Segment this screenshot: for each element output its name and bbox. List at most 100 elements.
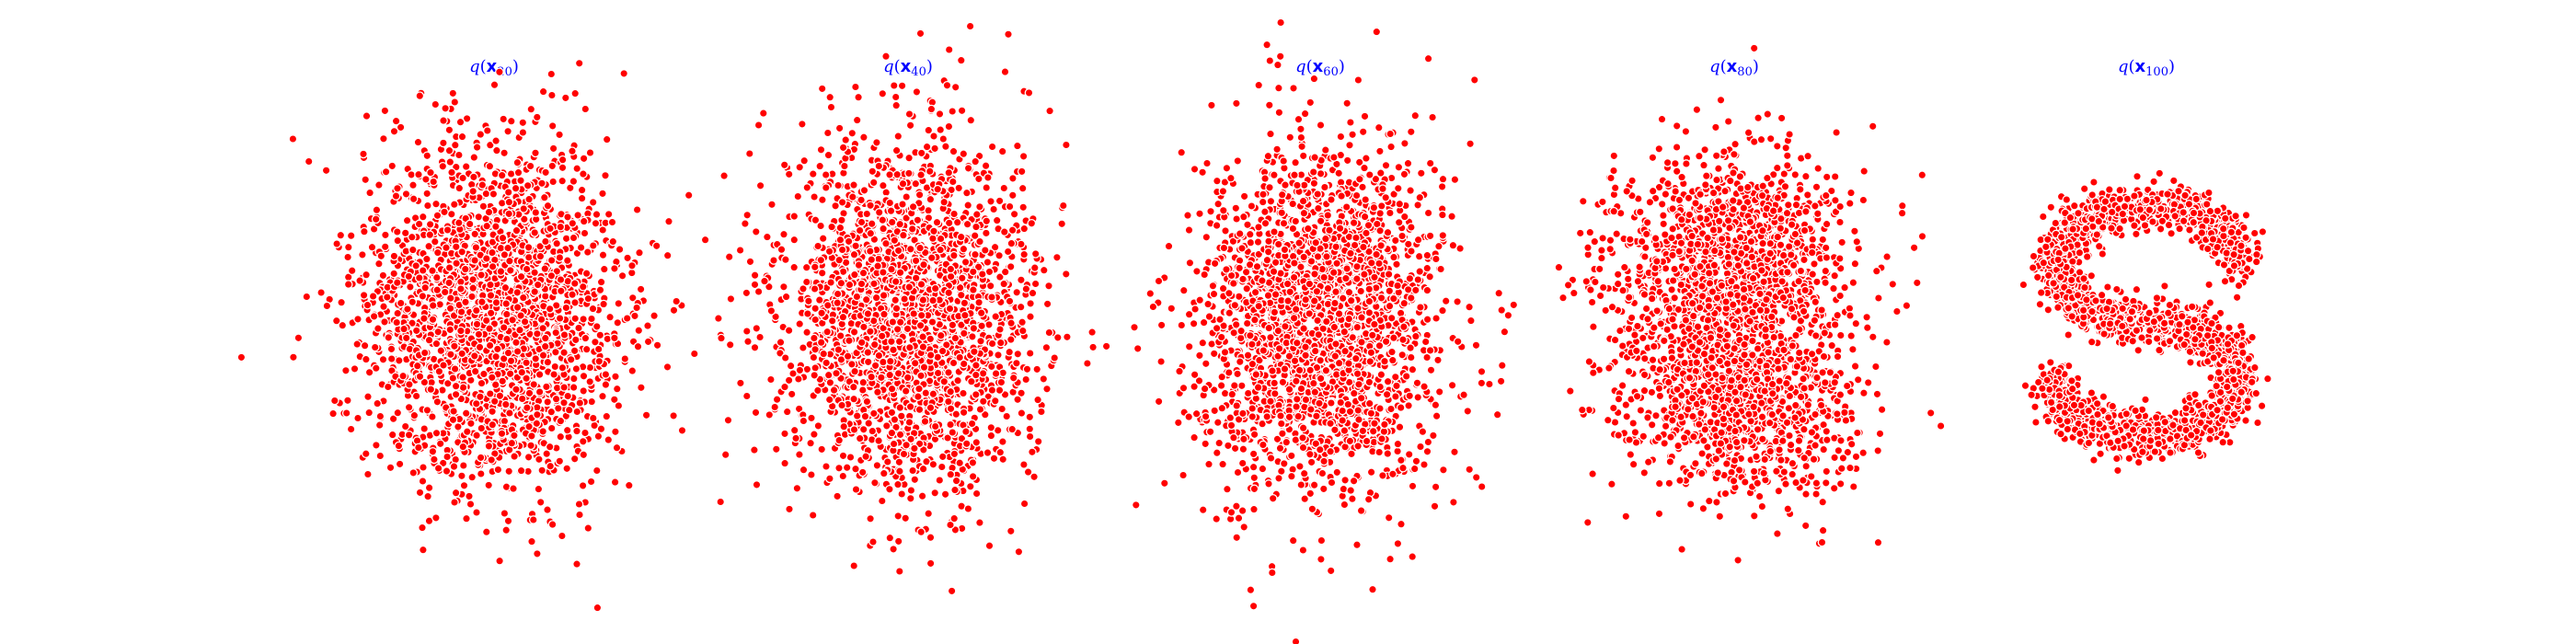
panel-1-point: [598, 391, 607, 401]
panel-1-point: [341, 408, 351, 418]
panel-1-point: [623, 253, 632, 263]
panel-1-point: [511, 183, 521, 193]
panel-1-point: [418, 477, 428, 486]
panel-2-point: [1033, 395, 1042, 405]
panel-1-point: [469, 172, 478, 182]
panel-2-point: [1030, 279, 1041, 289]
panel-1-point: [454, 183, 465, 193]
panel-3-point: [1423, 437, 1433, 447]
panel-1-point: [516, 466, 526, 476]
panel-2-point: [808, 511, 818, 520]
panel-2-point: [838, 471, 848, 481]
panel-2-point: [975, 201, 984, 212]
panel-2-point: [752, 480, 762, 489]
panel-2-point: [935, 476, 945, 485]
panel-2-point: [941, 142, 950, 152]
panel-2-point: [885, 198, 895, 208]
panel-2-point: [789, 212, 799, 221]
panel-1-point: [510, 431, 519, 441]
panel-1-point: [558, 163, 568, 173]
panel-2-point: [863, 348, 873, 357]
panel-1-point: [531, 354, 541, 363]
panel-2-point: [904, 153, 914, 163]
panel-1-point: [516, 176, 525, 186]
panel-1-point: [570, 335, 581, 345]
panel-2-point: [916, 371, 926, 381]
panel-1-point: [549, 370, 558, 379]
panel-2-point: [1019, 499, 1029, 509]
panel-2-point: [893, 369, 903, 378]
panel-1-point: [504, 466, 514, 477]
panel-1-point: [478, 201, 489, 212]
panel-1-point: [411, 391, 421, 401]
panel-2-point: [1101, 341, 1111, 351]
panel-1-point: [507, 438, 517, 448]
panel-1-point: [518, 128, 528, 137]
panel-1-point: [555, 456, 565, 466]
panel-2-point: [922, 142, 932, 152]
panel-1-point: [547, 161, 558, 171]
panel-2-point: [860, 411, 870, 421]
panel-1-point: [569, 346, 580, 356]
panel-2-point: [810, 333, 819, 343]
panel-2-point: [972, 210, 982, 219]
panel-2-point: [868, 408, 879, 419]
panel-2-point: [895, 268, 905, 278]
panel-2-point: [799, 416, 809, 426]
panel-2-point: [895, 219, 905, 229]
panel-1-point: [520, 316, 530, 327]
panel-1-point: [502, 334, 512, 344]
panel-2-point: [928, 389, 938, 399]
panel-1-point: [607, 217, 617, 227]
panel-2-point: [948, 177, 958, 187]
panel-2-point: [867, 255, 877, 265]
panel-1-point: [517, 367, 527, 377]
panel-1-point: [669, 305, 679, 316]
panel-2-point: [837, 245, 847, 255]
panel-2-point: [949, 146, 959, 156]
panel-2-point: [878, 88, 888, 98]
panel-2-point: [789, 425, 799, 435]
panel-1-point: [562, 425, 572, 435]
panel-2-point: [1022, 364, 1032, 374]
panel-1-point: [332, 239, 341, 248]
panel-2-point: [1027, 218, 1037, 228]
panel-2-point: [862, 209, 872, 219]
panel-2-point: [779, 282, 788, 292]
panel-1-point: [506, 116, 516, 126]
panel-1-point: [489, 397, 500, 407]
panel-2-point: [960, 258, 971, 267]
panel-2-point: [984, 320, 994, 329]
panel-1-point: [542, 382, 551, 392]
panel-1-point: [579, 386, 589, 396]
panel-2-point: [904, 418, 914, 427]
panel-1-point: [641, 410, 651, 420]
panel-1-point: [540, 333, 550, 343]
panel-2-point: [919, 362, 929, 373]
panel-1-point: [517, 394, 527, 404]
panel-2-point: [725, 339, 735, 350]
panel-1-point: [415, 91, 425, 101]
panel-1-point: [457, 349, 467, 359]
panel-2-point: [879, 291, 889, 300]
panel-3-point: [1131, 500, 1141, 510]
panel-1-point: [547, 520, 558, 529]
panel-2-point: [1052, 252, 1062, 262]
panel-2-point: [840, 161, 849, 171]
panel-1-point: [399, 324, 408, 334]
panel-1-point: [408, 468, 419, 477]
panel-2-point: [1012, 358, 1021, 368]
panel-1-point: [519, 204, 529, 213]
panel-1-point: [423, 491, 432, 501]
panel-1-point: [505, 266, 515, 275]
panel-2-point: [986, 422, 996, 432]
panel-2-point: [877, 331, 887, 341]
panel-1-point: [570, 314, 581, 324]
panel-1-point: [471, 243, 481, 252]
panel-2-point: [911, 256, 921, 266]
panel-3-point: [1212, 448, 1222, 458]
panel-1-point: [555, 130, 564, 140]
panel-1-point: [363, 469, 373, 479]
panel-1-point: [444, 278, 454, 288]
